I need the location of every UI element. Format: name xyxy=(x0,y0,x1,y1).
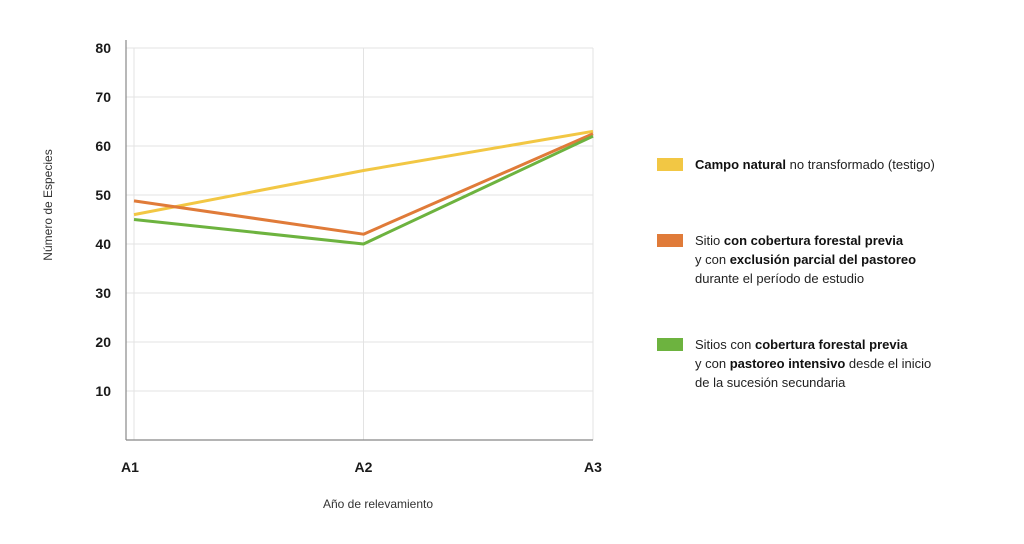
legend-plain-text: Sitios con xyxy=(695,337,755,352)
grid-lines xyxy=(126,47,594,440)
legend-plain-text: durante el período de estudio xyxy=(695,271,865,286)
legend-bold-text: exclusión parcial del pastoreo xyxy=(729,252,917,267)
y-tick-label: 20 xyxy=(95,334,111,350)
legend-line: y con exclusión parcial del pastoreo xyxy=(695,250,916,269)
legend-item: Sitios con cobertura forestal previa y co… xyxy=(657,335,931,392)
legend-line: y con pastoreo intensivo desde el inicio xyxy=(695,354,931,373)
series-line-3 xyxy=(133,134,594,246)
legend-plain-text: y con xyxy=(695,252,730,267)
legend-text: Sitios con cobertura forestal previa y co… xyxy=(695,335,931,392)
legend-line: Sitio con cobertura forestal previa xyxy=(695,231,916,250)
series-line-2 xyxy=(133,132,594,236)
legend-plain-text: de la sucesión secundaria xyxy=(695,375,846,390)
series-line-1 xyxy=(133,129,594,217)
legend-swatch xyxy=(657,338,683,351)
legend-line: durante el período de estudio xyxy=(695,269,916,288)
y-tick-label: 80 xyxy=(95,40,111,56)
legend-text: Campo natural no transformado (testigo) xyxy=(695,155,935,174)
legend-bold-text: pastoreo intensivo xyxy=(729,356,846,371)
legend-item: Sitio con cobertura forestal previa y co… xyxy=(657,231,916,288)
legend-plain-text: desde el inicio xyxy=(845,356,932,371)
y-tick-label: 10 xyxy=(95,383,111,399)
tick-labels: 10 20 30 40 50 60 70 80 A1 A2 A3 xyxy=(95,40,602,475)
legend-plain-text: no transformado (testigo) xyxy=(786,157,935,172)
x-axis-title: Año de relevamiento xyxy=(323,497,433,511)
y-tick-label: 60 xyxy=(95,138,111,154)
axes xyxy=(125,40,593,441)
legend-plain-text: y con xyxy=(695,356,730,371)
legend-item: Campo natural no transformado (testigo) xyxy=(657,155,935,174)
legend-swatch xyxy=(657,158,683,171)
legend-bold-text: Campo natural xyxy=(695,157,787,172)
legend-line: Campo natural no transformado (testigo) xyxy=(695,155,935,174)
legend-swatch xyxy=(657,234,683,247)
y-tick-label: 40 xyxy=(95,236,111,252)
legend-plain-text: Sitio xyxy=(695,233,724,248)
legend-line: de la sucesión secundaria xyxy=(695,373,931,392)
y-tick-label: 30 xyxy=(95,285,111,301)
series-lines xyxy=(133,129,594,246)
legend-text: Sitio con cobertura forestal previa y co… xyxy=(695,231,916,288)
legend-bold-text: cobertura forestal previa xyxy=(754,337,908,352)
y-tick-label: 50 xyxy=(95,187,111,203)
x-tick-label: A1 xyxy=(121,459,139,475)
y-tick-label: 70 xyxy=(95,89,111,105)
legend-bold-text: con cobertura forestal previa xyxy=(723,233,904,248)
x-tick-label: A3 xyxy=(584,459,602,475)
y-axis-title: Número de Especies xyxy=(41,149,55,260)
x-tick-label: A2 xyxy=(355,459,373,475)
legend-line: Sitios con cobertura forestal previa xyxy=(695,335,931,354)
